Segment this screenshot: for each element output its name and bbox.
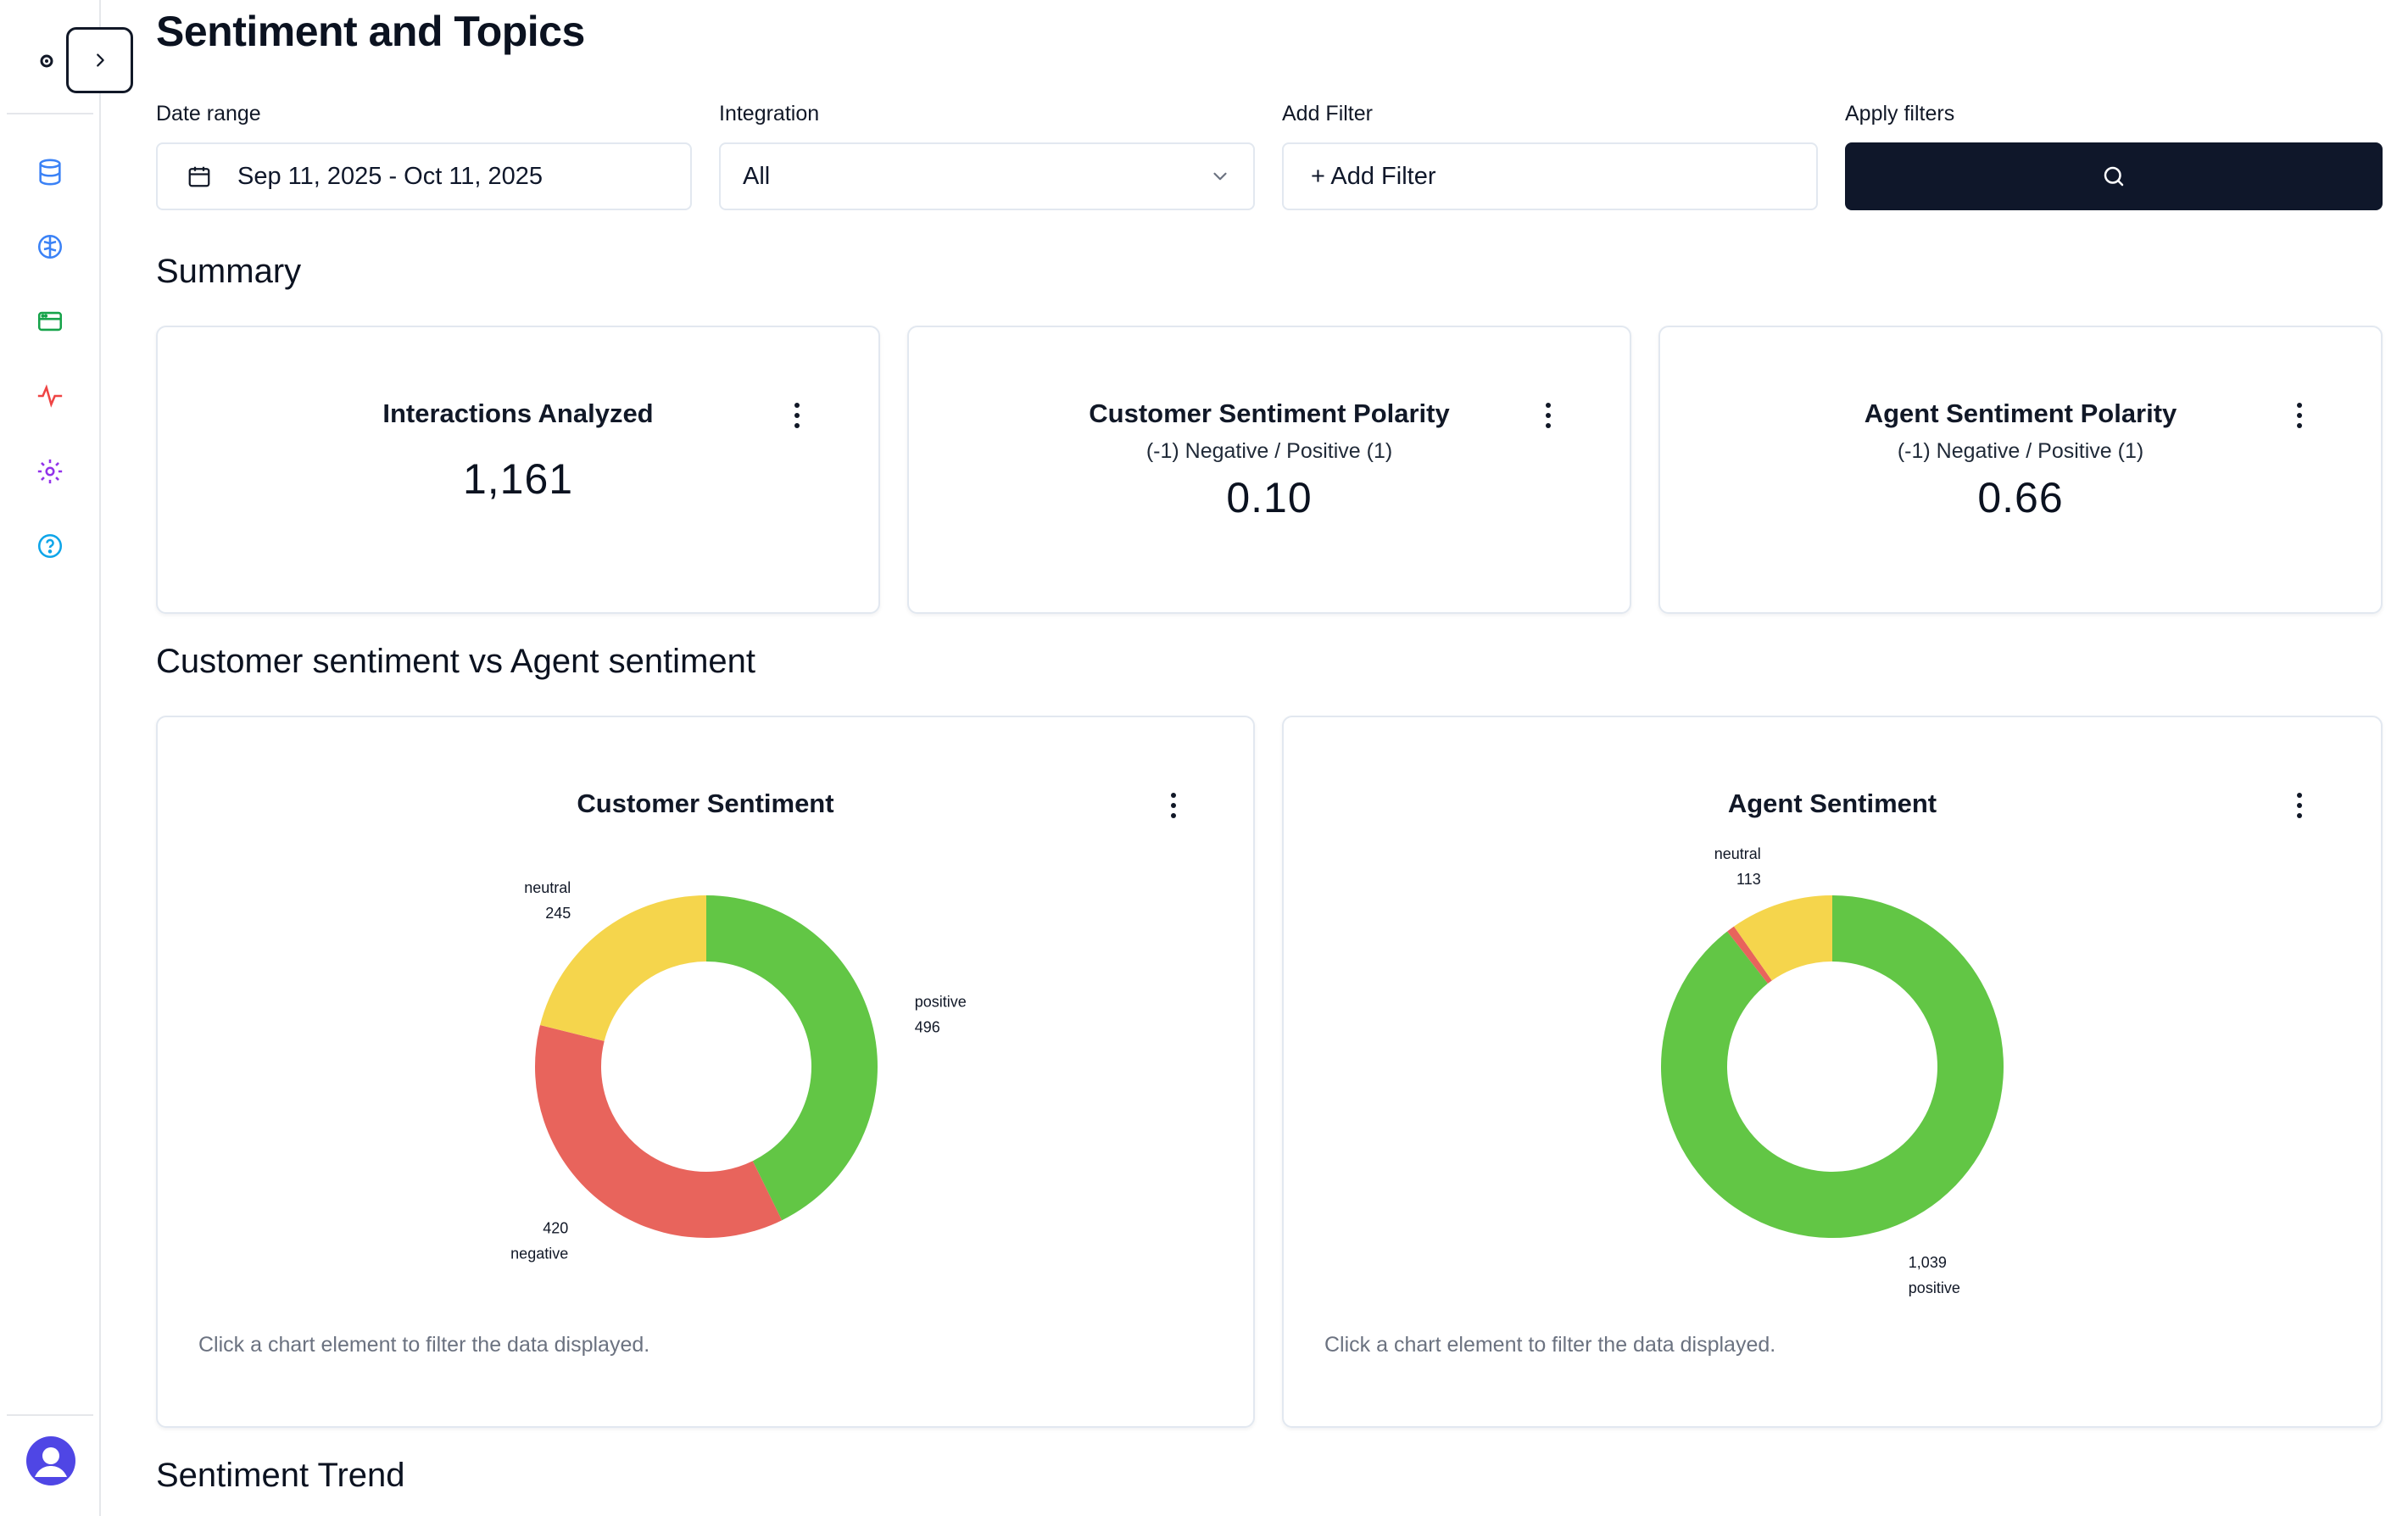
calendar-icon: [188, 166, 210, 187]
card-title: Agent Sentiment Polarity: [1864, 399, 2177, 428]
date-range-label: Date range: [156, 102, 261, 125]
add-filter-label: Add Filter: [1282, 102, 1373, 125]
more-options-icon[interactable]: [789, 400, 805, 431]
sidebar: [0, 0, 101, 1516]
slice-category-label: neutral: [1714, 845, 1761, 862]
chart-title: Agent Sentiment: [1727, 789, 1937, 818]
customer-sentiment-donut[interactable]: positive 496 negative 420 neutral 245: [158, 717, 1257, 1311]
agent-sentiment-donut[interactable]: positive 1,039 neutral 113: [1284, 717, 2384, 1311]
donut-slice-negative[interactable]: [535, 1025, 783, 1238]
card-subtitle: (-1) Negative / Positive (1): [1897, 439, 2144, 463]
more-options-icon[interactable]: [2291, 790, 2308, 821]
card-title: Customer Sentiment Polarity: [1089, 399, 1450, 428]
slice-category-label: positive: [1909, 1279, 1960, 1296]
slice-value-label: 496: [915, 1019, 940, 1036]
slice-category-label: neutral: [524, 879, 571, 896]
database-icon[interactable]: [36, 158, 64, 187]
browser-window-icon[interactable]: [36, 307, 64, 336]
date-range-picker[interactable]: Sep 11, 2025 - Oct 11, 2025: [156, 142, 692, 210]
chart-hint: Click a chart element to filter the data…: [1324, 1333, 1776, 1357]
card-value: 1,161: [462, 455, 574, 503]
date-range-value: Sep 11, 2025 - Oct 11, 2025: [237, 162, 543, 190]
sidebar-divider: [7, 113, 93, 114]
donut-slice-neutral[interactable]: [540, 895, 706, 1041]
slice-value-label: 1,039: [1909, 1254, 1947, 1271]
logo-icon: [40, 54, 53, 68]
chart-hint: Click a chart element to filter the data…: [198, 1333, 650, 1357]
slice-category-label: positive: [915, 994, 967, 1011]
slice-value-label: 420: [543, 1220, 568, 1237]
chart-title: Customer Sentiment: [577, 789, 834, 818]
slice-value-label: 245: [545, 905, 571, 922]
summary-heading: Summary: [156, 253, 302, 290]
chevron-down-icon: [1213, 172, 1227, 181]
apply-filters-label: Apply filters: [1845, 102, 1955, 125]
add-filter-button[interactable]: + Add Filter: [1282, 142, 1818, 210]
user-avatar[interactable]: [26, 1436, 75, 1485]
donut-slice-neutral[interactable]: [1734, 895, 1832, 981]
donut-slice-positive[interactable]: [1661, 895, 2004, 1238]
more-options-icon[interactable]: [1540, 400, 1557, 431]
donut-slice-negative[interactable]: [1727, 926, 1772, 984]
sidebar-divider: [7, 1414, 93, 1416]
activity-pulse-icon[interactable]: [36, 382, 64, 410]
more-options-icon[interactable]: [2291, 400, 2308, 431]
card-title: Interactions Analyzed: [382, 399, 654, 428]
comparison-heading: Customer sentiment vs Agent sentiment: [156, 643, 755, 680]
interactions-analyzed-card: Interactions Analyzed 1,161: [156, 326, 880, 614]
apply-filters-button[interactable]: [1845, 142, 2383, 210]
help-circle-icon[interactable]: [36, 532, 64, 560]
customer-polarity-card: Customer Sentiment Polarity (-1) Negativ…: [907, 326, 1631, 614]
integration-select[interactable]: All: [719, 142, 1255, 210]
brain-icon[interactable]: [36, 232, 64, 261]
agent-polarity-card: Agent Sentiment Polarity (-1) Negative /…: [1658, 326, 2383, 614]
customer-sentiment-card: Customer Sentiment positive 496 negative 42…: [156, 716, 1255, 1428]
add-filter-text: + Add Filter: [1311, 162, 1436, 190]
slice-category-label: negative: [510, 1246, 568, 1262]
integration-value: All: [743, 162, 771, 190]
sentiment-trend-heading: Sentiment Trend: [156, 1457, 405, 1494]
donut-slice-positive[interactable]: [706, 895, 878, 1221]
card-subtitle: (-1) Negative / Positive (1): [1145, 439, 1393, 463]
page-title: Sentiment and Topics: [156, 8, 585, 55]
card-value: 0.66: [1977, 474, 2064, 521]
gear-icon[interactable]: [36, 457, 64, 486]
integration-label: Integration: [719, 102, 820, 125]
chevron-right-icon: [96, 53, 104, 67]
expand-sidebar-button[interactable]: [66, 27, 133, 93]
main-content: Sentiment and Topics Date range Sep 11, …: [156, 0, 2383, 1516]
slice-value-label: 113: [1736, 871, 1761, 888]
card-value: 0.10: [1226, 474, 1313, 521]
search-icon: [2104, 166, 2124, 187]
agent-sentiment-card: Agent Sentiment positive 1,039 neutral 113 …: [1282, 716, 2383, 1428]
more-options-icon[interactable]: [1165, 790, 1182, 821]
